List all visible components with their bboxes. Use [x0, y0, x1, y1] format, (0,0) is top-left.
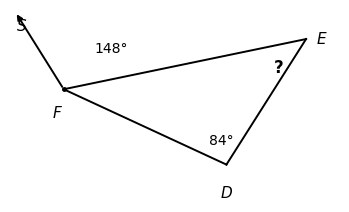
- Text: ?: ?: [274, 59, 283, 77]
- Text: F: F: [52, 106, 61, 121]
- Text: D: D: [221, 186, 232, 201]
- Text: 84°: 84°: [209, 134, 234, 148]
- Text: E: E: [317, 32, 326, 47]
- Text: 148°: 148°: [95, 42, 128, 56]
- Text: S: S: [17, 19, 27, 34]
